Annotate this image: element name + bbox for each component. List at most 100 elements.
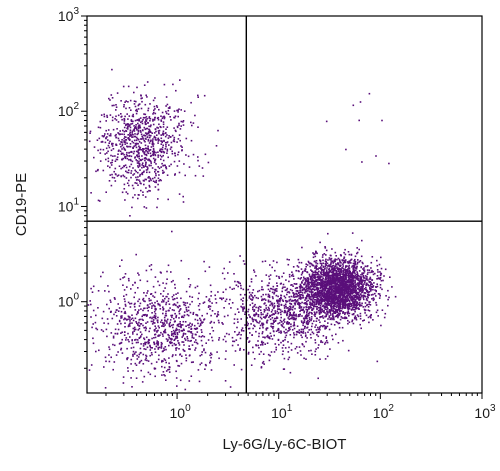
scatter-point-pop0 (145, 116, 148, 118)
scatter-point-pop1 (312, 273, 314, 276)
scatter-point-pop2 (294, 296, 296, 298)
scatter-point-pop3 (170, 331, 173, 333)
scatter-point-pop0 (152, 154, 154, 157)
scatter-point-pop1 (366, 265, 369, 267)
scatter-point-pop3 (151, 337, 153, 340)
scatter-point-pop3 (143, 307, 145, 310)
scatter-point-pop0 (146, 81, 149, 83)
scatter-point-pop2 (269, 314, 272, 317)
scatter-point-pop0 (168, 135, 170, 137)
scatter-point-pop0 (114, 173, 117, 175)
scatter-point-pop3 (123, 318, 125, 321)
scatter-point-pop3 (126, 318, 129, 321)
scatter-point-pop3 (104, 356, 107, 359)
scatter-point-pop0 (166, 141, 169, 143)
scatter-point-pop1 (319, 302, 321, 305)
scatter-point-pop2 (315, 305, 317, 308)
scatter-point-pop3 (205, 296, 208, 298)
scatter-point-pop1 (316, 252, 318, 255)
scatter-point-pop2 (244, 293, 246, 296)
scatter-point-pop2 (262, 323, 265, 326)
scatter-point-pop3 (130, 377, 132, 379)
scatter-point-pop1 (332, 293, 334, 295)
scatter-point-pop0 (144, 153, 146, 156)
scatter-point-pop2 (326, 311, 329, 314)
scatter-point-pop1 (384, 268, 387, 271)
scatter-point-pop1 (335, 270, 338, 273)
scatter-point-pop2 (292, 306, 294, 309)
scatter-point-pop3 (217, 319, 220, 322)
scatter-point-pop1 (336, 274, 339, 277)
scatter-point-pop2 (260, 366, 263, 369)
scatter-point-pop3 (135, 321, 137, 323)
scatter-point-pop1 (357, 287, 359, 290)
scatter-point-pop0 (95, 170, 97, 173)
scatter-point-pop3 (118, 319, 121, 322)
scatter-point-pop2 (206, 312, 208, 315)
scatter-point-pop2 (309, 281, 312, 284)
scatter-point-pop0 (202, 175, 205, 177)
scatter-point-pop1 (376, 309, 379, 312)
scatter-point-pop1 (352, 294, 355, 297)
scatter-point-pop1 (286, 258, 289, 261)
scatter-point-pop1 (329, 271, 332, 273)
scatter-point-pop2 (301, 331, 303, 334)
scatter-point-pop2 (261, 260, 264, 263)
scatter-point-pop3 (117, 310, 120, 312)
scatter-point-pop1 (347, 276, 350, 279)
scatter-point-pop0 (123, 153, 125, 156)
scatter-point-pop2 (310, 296, 312, 298)
scatter-point-pop1 (368, 294, 371, 296)
scatter-point-pop2 (282, 322, 284, 325)
scatter-point-pop3 (153, 314, 156, 317)
scatter-point-pop3 (147, 306, 150, 308)
scatter-point-pop1 (324, 308, 327, 310)
scatter-point-pop3 (106, 318, 109, 320)
scatter-point-pop1 (343, 300, 345, 302)
scatter-point-pop3 (137, 272, 139, 274)
scatter-point-pop0 (139, 117, 142, 119)
scatter-point-pop1 (324, 265, 327, 268)
scatter-point-pop1 (353, 260, 355, 262)
scatter-point-pop2 (316, 308, 318, 311)
scatter-point-pop1 (332, 309, 335, 312)
scatter-point-pop1 (302, 288, 304, 290)
scatter-point-pop1 (327, 259, 329, 261)
scatter-point-pop0 (130, 155, 133, 158)
scatter-point-pop3 (162, 295, 164, 297)
scatter-point-pop2 (283, 321, 286, 323)
scatter-point-pop1 (311, 270, 314, 273)
scatter-point-pop1 (321, 284, 324, 286)
scatter-point-pop0 (119, 150, 122, 153)
scatter-point-pop2 (240, 284, 242, 287)
scatter-point-pop0 (105, 191, 107, 193)
scatter-point-pop0 (142, 179, 145, 182)
scatter-point-pop1 (336, 287, 339, 290)
scatter-point-pop2 (322, 325, 324, 328)
scatter-point-pop0 (118, 165, 121, 167)
scatter-point-pop3 (220, 297, 222, 300)
scatter-point-pop1 (362, 290, 364, 292)
scatter-point-pop3 (113, 297, 116, 299)
scatter-point-pop2 (319, 321, 321, 324)
scatter-point-pop1 (353, 305, 355, 307)
scatter-point-pop0 (161, 141, 163, 144)
scatter-point-pop2 (270, 288, 273, 290)
scatter-point-pop1 (319, 287, 322, 290)
scatter-point-pop3 (168, 344, 170, 347)
scatter-point-pop2 (252, 351, 254, 354)
scatter-point-pop1 (369, 304, 372, 306)
scatter-point-pop0 (125, 170, 127, 173)
scatter-point-pop1 (346, 300, 349, 302)
scatter-point-pop1 (329, 258, 331, 261)
scatter-point-pop2 (273, 306, 276, 308)
scatter-point-pop1 (315, 268, 318, 271)
scatter-point-pop1 (363, 277, 365, 279)
scatter-point-pop1 (322, 265, 325, 268)
scatter-point-pop1 (328, 275, 330, 277)
scatter-point-pop2 (251, 299, 253, 301)
scatter-point-pop2 (278, 277, 281, 279)
scatter-point-pop1 (330, 307, 332, 309)
scatter-point-pop1 (326, 302, 329, 305)
scatter-point-pop2 (275, 346, 277, 349)
